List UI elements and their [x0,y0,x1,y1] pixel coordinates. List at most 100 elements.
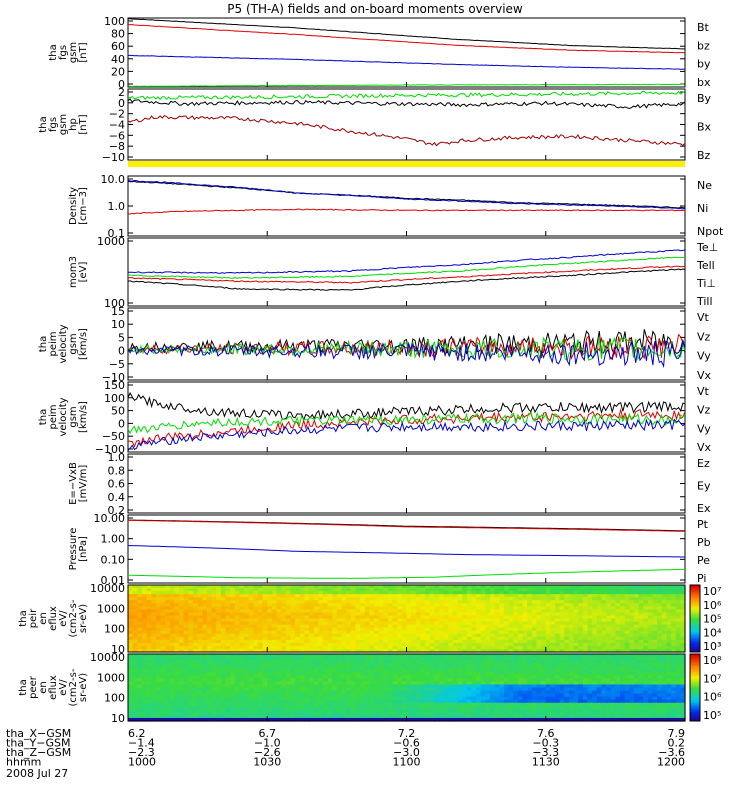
spectrogram-cell [508,591,514,595]
spectrogram-cell [610,603,616,607]
spectrogram-cell [165,711,171,716]
spectrogram-cell [406,705,412,710]
spectrogram-cell [383,615,389,620]
spectrogram-cell [346,642,352,647]
spectrogram-cell [513,678,519,683]
spectrogram-cell [564,645,570,650]
spectrogram-cell [527,657,533,661]
spectrogram-cell [415,597,422,601]
spectrogram-cell [657,600,663,604]
spectrogram-cell [513,705,519,710]
y-tick-label: 0.8 [108,464,126,477]
spectrogram-cell [151,717,157,722]
spectrogram-cell [165,705,171,710]
spectrogram-cell [313,615,319,620]
spectrogram-cell [666,603,672,607]
spectrogram-cell [383,594,389,598]
spectrogram-cell [230,606,236,610]
spectrogram-cell [299,705,305,710]
legend-entry: Pe [697,554,710,567]
spectrogram-cell [411,612,417,617]
spectrogram-cell [202,648,208,653]
spectrogram-cell [411,624,417,629]
spectrogram-cell [216,681,222,686]
spectrogram-cell [527,687,533,692]
spectrogram-cell [183,660,189,664]
spectrogram-cell [169,687,176,692]
colorbar-tick-label: 10³ [703,640,721,653]
spectrogram-cell [188,588,194,592]
spectrogram-cell [151,621,157,626]
spectrogram-cell [230,672,236,676]
spectrogram-cell [610,597,616,601]
spectrogram-cell [141,699,148,704]
spectrogram-cell [485,615,491,620]
y-label-line: mom3 [68,256,79,288]
spectrogram-cell [253,654,259,658]
spectrogram-cell [234,669,240,673]
spectrogram-cell [327,714,333,719]
spectrogram-cell [378,657,384,661]
spectrogram-cell [169,690,176,695]
spectrogram-cell [216,609,222,614]
spectrogram-cell [322,684,329,689]
spectrogram-cell [271,678,278,683]
spectrogram-cell [262,597,268,601]
spectrogram-cell [573,621,579,626]
spectrogram-cell [374,714,380,719]
spectrogram-cell [244,660,250,664]
spectrogram-cell [392,675,398,679]
spectrogram-cell [420,597,426,601]
spectrogram-cell [383,705,389,710]
spectrogram-cell [192,690,199,695]
spectrogram-cell [179,696,185,701]
spectrogram-cell [620,642,626,647]
spectrogram-cell [397,639,403,644]
spectrogram-cell [360,669,366,673]
spectrogram-cell [151,615,157,620]
spectrogram-cell [615,642,621,647]
spectrogram-cell [443,711,449,716]
spectrogram-cell [128,717,134,722]
spectrogram-cell [151,645,157,650]
spectrogram-cell [438,702,445,707]
spectrogram-cell [401,645,408,650]
spectrogram-cell [615,615,621,620]
spectrogram-cell [355,675,361,679]
spectrogram-cell [508,585,514,589]
spectrogram-cell [480,660,487,664]
spectrogram-cell [276,654,282,658]
spectrogram-cell [564,648,570,653]
spectrogram-cell [471,648,477,653]
spectrogram-cell [309,699,315,704]
spectrogram-cell [253,708,259,713]
spectrogram-cell [281,666,287,670]
legend-entry: by [697,58,711,71]
spectrogram-cell [253,693,259,698]
spectrogram-cell [476,612,482,617]
spectrogram-cell [169,714,176,719]
spectrogram-cell [573,609,579,614]
spectrogram-cell [513,657,519,661]
spectrogram-cell [541,657,547,661]
spectrogram-cell [295,675,301,679]
spectrogram-cell [647,585,654,589]
spectrogram-cell [295,612,301,617]
spectrogram-cell [350,639,357,644]
spectrogram-cell [536,690,542,695]
spectrogram-cell [346,708,352,713]
spectrogram-cell [336,678,343,683]
spectrogram-cell [220,684,227,689]
spectrogram-cell [169,591,176,595]
spectrogram-cell [346,687,352,692]
spectrogram-cell [188,621,194,626]
spectrogram-cell [383,612,389,617]
y-tick-label: 0.10 [101,553,126,566]
spectrogram-cell [304,687,310,692]
series-line-Bx [127,98,686,110]
spectrogram-cell [174,654,180,658]
series-line-bx [128,54,686,70]
spectrogram-cell [476,705,482,710]
spectrogram-cell [276,624,282,629]
spectrogram-cell [425,600,431,604]
